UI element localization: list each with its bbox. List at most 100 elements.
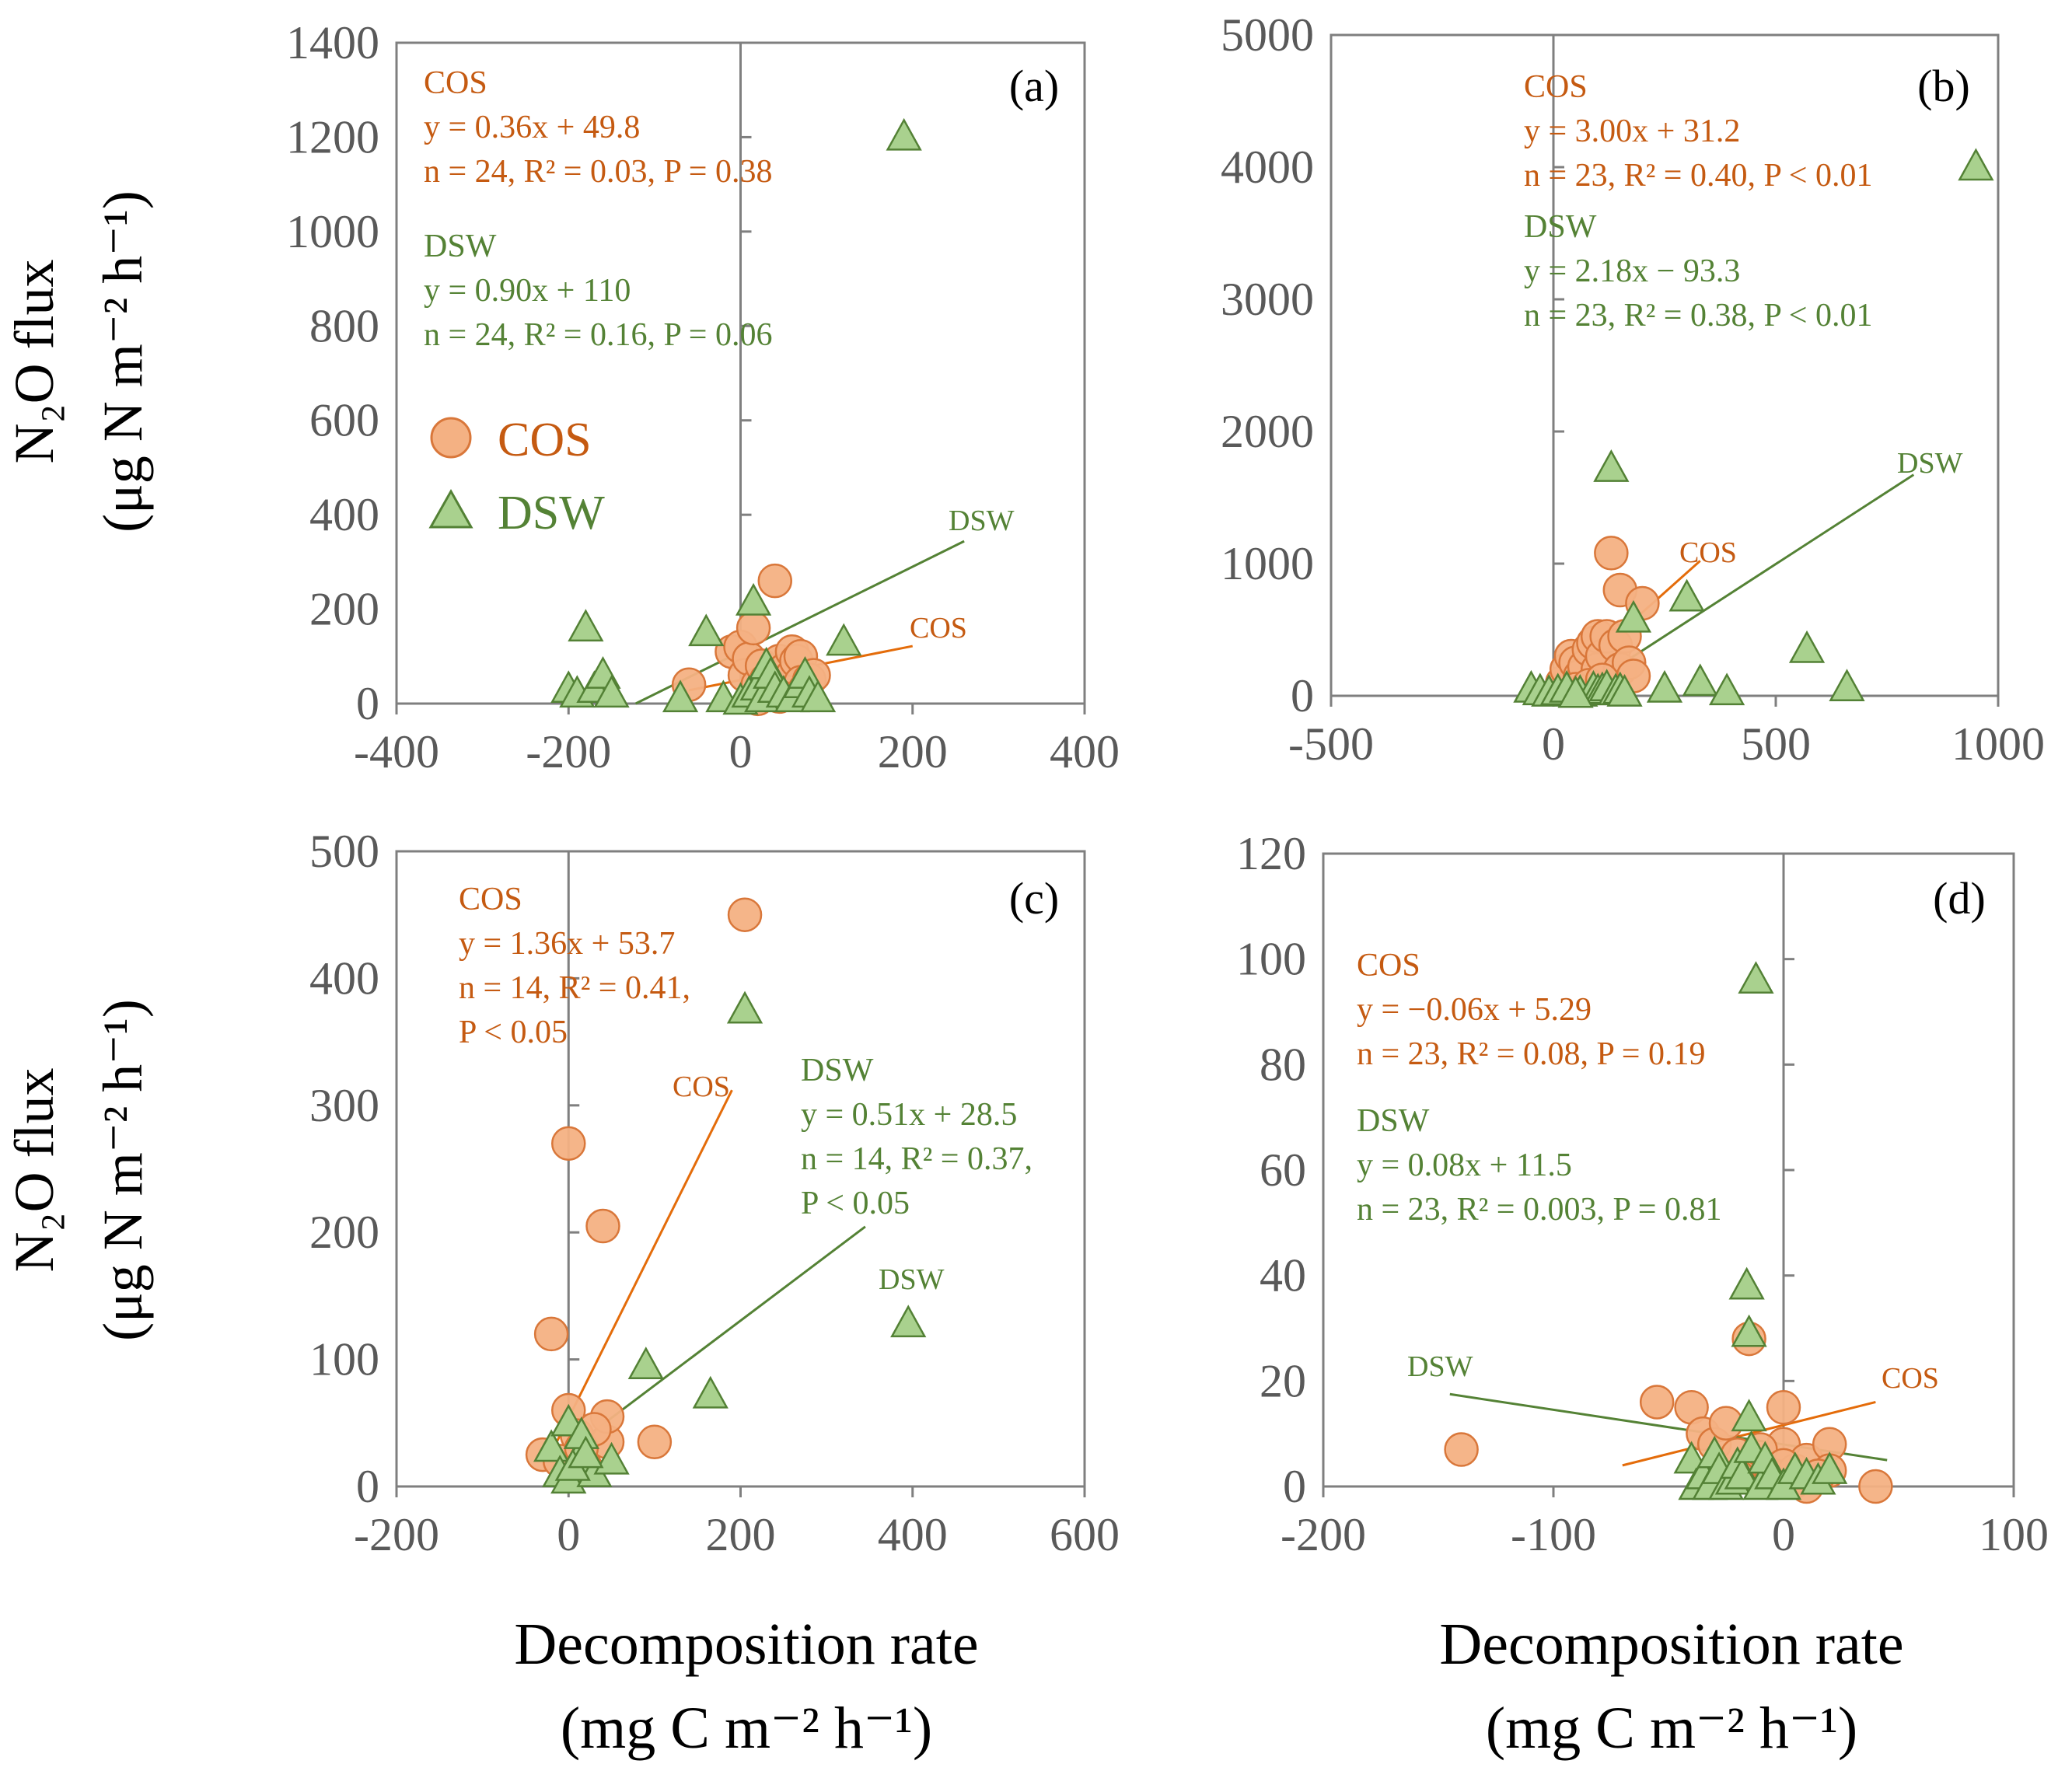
dsw-point bbox=[1731, 1399, 1767, 1432]
cos-point bbox=[1858, 1469, 1893, 1504]
dsw-point bbox=[593, 675, 630, 708]
legend-dsw-label: DSW bbox=[498, 487, 605, 540]
y-title-line1: N₂O flux bbox=[3, 1067, 65, 1272]
y-tick-label: 1000 bbox=[1221, 538, 1314, 589]
cos-stat-line: COS bbox=[1524, 69, 1588, 105]
y-tick-label: 2000 bbox=[1221, 406, 1314, 457]
dsw-point bbox=[726, 990, 763, 1024]
panel-label: (b) bbox=[1917, 61, 1970, 111]
dsw-fit-label: DSW bbox=[1407, 1350, 1473, 1383]
y-tick-label: 60 bbox=[1260, 1144, 1306, 1196]
x-tick-label: -200 bbox=[354, 1509, 439, 1560]
dsw-point bbox=[1708, 672, 1745, 706]
x-tick-label: 500 bbox=[1741, 718, 1811, 770]
x-tick-label: 400 bbox=[1050, 726, 1120, 777]
cos-fit-label: COS bbox=[910, 612, 967, 644]
dsw-point bbox=[826, 623, 862, 656]
dsw-point bbox=[886, 117, 922, 151]
dsw-stat-line: n = 14, R² = 0.37, bbox=[801, 1141, 1033, 1177]
y-tick-label: 100 bbox=[1236, 934, 1306, 985]
panel-d: 0 20 40 60 80 100 120 -200 -100 0 100 COS DSW COS y = … bbox=[1236, 828, 2049, 1560]
cos-stat-line: y = −0.06x + 5.29 bbox=[1357, 992, 1592, 1028]
dsw-point bbox=[627, 1347, 664, 1380]
dsw-point bbox=[568, 609, 604, 642]
x-tick-label: 600 bbox=[1050, 1509, 1120, 1560]
y-tick-label: 40 bbox=[1260, 1250, 1306, 1301]
dsw-stat-line: DSW bbox=[424, 229, 497, 264]
dsw-point bbox=[688, 613, 725, 647]
dsw-stat-line: DSW bbox=[1524, 209, 1597, 245]
dsw-point bbox=[1668, 578, 1705, 612]
x-tick-label: -100 bbox=[1511, 1509, 1596, 1560]
dsw-point bbox=[1557, 675, 1594, 708]
x-tick-label: -200 bbox=[526, 726, 611, 777]
x-title-line1: Decomposition rate bbox=[514, 1612, 978, 1677]
cos-point bbox=[1594, 536, 1629, 571]
y-tick-label: 80 bbox=[1260, 1039, 1306, 1090]
dsw-point bbox=[1615, 599, 1652, 633]
y-tick-label: 1000 bbox=[286, 206, 379, 257]
cos-fit-label: COS bbox=[673, 1071, 730, 1103]
cos-point bbox=[551, 1126, 586, 1161]
x-tick-label: 0 bbox=[729, 726, 753, 777]
dsw-point bbox=[1724, 1456, 1760, 1490]
panel-a: 0 200 400 600 800 1000 1200 1400 -400 -200 0 200 400… bbox=[286, 17, 1120, 777]
dsw-stat-line: DSW bbox=[801, 1053, 874, 1088]
cos-stat-line: y = 3.00x + 31.2 bbox=[1524, 114, 1740, 149]
dsw-point bbox=[1593, 449, 1630, 482]
cos-point bbox=[533, 1316, 569, 1352]
legend-cos-label: COS bbox=[498, 414, 592, 466]
cos-stat-line: COS bbox=[459, 882, 522, 917]
x-axis-title-left: Decomposition rate (mg C m⁻² h⁻¹) bbox=[514, 1612, 978, 1761]
x-tick-label: 0 bbox=[1542, 718, 1565, 770]
y-axis-title-bottom: N₂O flux (μg N m⁻² h⁻¹) bbox=[3, 999, 154, 1341]
dsw-stat-line: y = 0.08x + 11.5 bbox=[1357, 1148, 1572, 1183]
panel-label: (a) bbox=[1009, 61, 1059, 111]
dsw-stat-line: y = 0.51x + 28.5 bbox=[801, 1097, 1017, 1133]
cos-stat-line: y = 1.36x + 53.7 bbox=[459, 926, 675, 962]
cos-point bbox=[585, 1208, 620, 1244]
cos-stat-line: n = 23, R² = 0.40, P < 0.01 bbox=[1524, 158, 1872, 194]
y-tick-label: 0 bbox=[356, 1461, 379, 1512]
cos-point bbox=[1639, 1385, 1675, 1420]
y-tick-label: 200 bbox=[309, 1207, 379, 1258]
x-tick-label: 100 bbox=[1979, 1509, 2049, 1560]
dsw-stat-line: n = 24, R² = 0.16, P = 0.06 bbox=[424, 317, 772, 353]
dsw-stat-line: P < 0.05 bbox=[801, 1186, 910, 1221]
y-title-line2: (μg N m⁻² h⁻¹) bbox=[92, 999, 154, 1341]
dsw-stat-line: y = 2.18x − 93.3 bbox=[1524, 253, 1740, 289]
cos-stat-line: n = 24, R² = 0.03, P = 0.38 bbox=[424, 154, 772, 190]
y-title-line1: N₂O flux bbox=[3, 259, 65, 463]
y-tick-label: 200 bbox=[309, 584, 379, 635]
x-tick-label: 200 bbox=[706, 1509, 776, 1560]
dsw-point bbox=[662, 679, 699, 713]
x-tick-label: 1000 bbox=[1951, 718, 2045, 770]
dsw-point bbox=[1812, 1451, 1848, 1484]
y-tick-label: 20 bbox=[1260, 1355, 1306, 1406]
legend: COS DSW bbox=[428, 414, 605, 540]
dsw-stat-line: DSW bbox=[1357, 1103, 1430, 1139]
dsw-point bbox=[1788, 630, 1826, 663]
dsw-point bbox=[1728, 1266, 1765, 1300]
dsw-point bbox=[593, 1441, 630, 1475]
dsw-point bbox=[1682, 663, 1718, 697]
dsw-point bbox=[1606, 674, 1643, 707]
cos-point bbox=[727, 897, 763, 932]
dsw-point bbox=[1958, 148, 1994, 181]
cos-fit-label: COS bbox=[1679, 536, 1737, 569]
cos-stat-line: y = 0.36x + 49.8 bbox=[424, 110, 640, 145]
cos-point bbox=[1766, 1390, 1801, 1425]
dsw-point bbox=[1646, 669, 1683, 703]
y-tick-label: 3000 bbox=[1221, 274, 1314, 325]
cos-point bbox=[637, 1424, 673, 1460]
cos-fit-line bbox=[1622, 1401, 1876, 1467]
y-tick-label: 1400 bbox=[286, 17, 379, 68]
x-title-line2: (mg C m⁻² h⁻¹) bbox=[1486, 1696, 1857, 1761]
x-tick-label: -400 bbox=[354, 726, 439, 777]
cos-stat-line: n = 23, R² = 0.08, P = 0.19 bbox=[1357, 1036, 1705, 1072]
legend-cos-marker bbox=[430, 417, 472, 459]
dsw-point bbox=[568, 1435, 604, 1469]
dsw-point bbox=[1829, 669, 1865, 702]
